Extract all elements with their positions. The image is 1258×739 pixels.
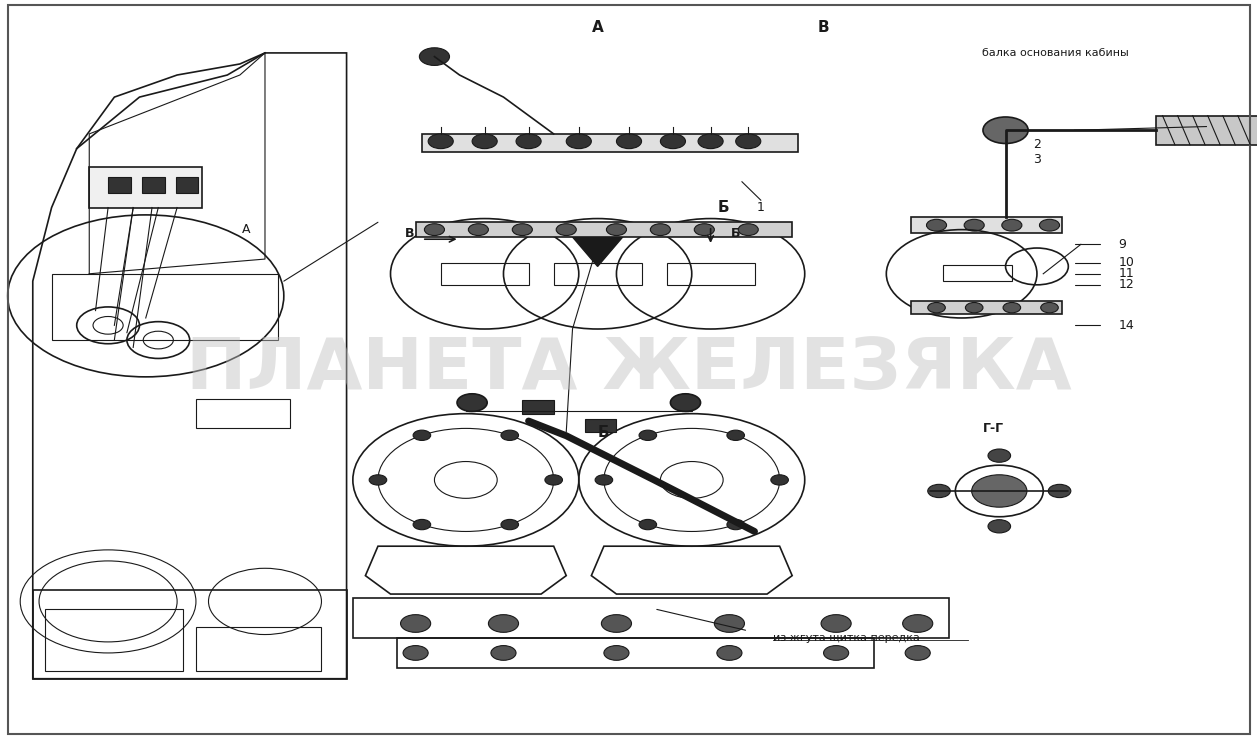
Circle shape bbox=[1001, 219, 1021, 231]
Text: Б: Б bbox=[717, 200, 728, 215]
Bar bbox=[33, 590, 346, 678]
Circle shape bbox=[491, 646, 516, 661]
Text: А: А bbox=[591, 20, 604, 35]
Text: 1: 1 bbox=[757, 201, 765, 214]
Bar bbox=[108, 177, 131, 193]
Bar bbox=[396, 638, 874, 667]
Bar bbox=[89, 167, 203, 208]
Bar bbox=[912, 217, 1062, 234]
Circle shape bbox=[660, 134, 686, 149]
Bar bbox=[522, 401, 554, 414]
Bar bbox=[554, 263, 642, 285]
Text: Г-Г: Г-Г bbox=[982, 422, 1004, 435]
Bar bbox=[52, 273, 278, 340]
Circle shape bbox=[369, 474, 386, 485]
Circle shape bbox=[428, 134, 453, 149]
Circle shape bbox=[604, 646, 629, 661]
Circle shape bbox=[650, 224, 671, 236]
Circle shape bbox=[927, 484, 950, 497]
Circle shape bbox=[424, 224, 444, 236]
Circle shape bbox=[595, 474, 613, 485]
Circle shape bbox=[556, 224, 576, 236]
Circle shape bbox=[501, 520, 518, 530]
Text: 2: 2 bbox=[1033, 138, 1040, 151]
Bar bbox=[196, 627, 322, 671]
Circle shape bbox=[400, 615, 430, 633]
Text: балка основания кабины: балка основания кабины bbox=[982, 48, 1130, 58]
Text: 9: 9 bbox=[1118, 238, 1126, 251]
Bar bbox=[421, 134, 799, 152]
Circle shape bbox=[727, 520, 745, 530]
Bar bbox=[1156, 115, 1258, 145]
Bar bbox=[45, 609, 184, 671]
Bar bbox=[352, 598, 949, 638]
Circle shape bbox=[468, 224, 488, 236]
Circle shape bbox=[715, 615, 745, 633]
Circle shape bbox=[403, 646, 428, 661]
Circle shape bbox=[727, 430, 745, 440]
Circle shape bbox=[988, 520, 1010, 533]
Circle shape bbox=[639, 430, 657, 440]
Bar bbox=[142, 177, 165, 193]
Circle shape bbox=[717, 646, 742, 661]
Text: В: В bbox=[818, 20, 829, 35]
Circle shape bbox=[566, 134, 591, 149]
Circle shape bbox=[616, 134, 642, 149]
Bar bbox=[912, 301, 1062, 314]
Bar bbox=[196, 399, 291, 429]
Circle shape bbox=[512, 224, 532, 236]
Circle shape bbox=[1003, 302, 1020, 313]
Bar bbox=[415, 222, 793, 237]
Circle shape bbox=[988, 449, 1010, 463]
Text: Б: Б bbox=[731, 227, 741, 239]
Circle shape bbox=[736, 134, 761, 149]
Circle shape bbox=[671, 394, 701, 412]
Text: 11: 11 bbox=[1118, 268, 1135, 280]
Text: Б: Б bbox=[598, 425, 610, 440]
Circle shape bbox=[982, 117, 1028, 143]
Circle shape bbox=[1040, 302, 1058, 313]
Circle shape bbox=[1048, 484, 1071, 497]
Circle shape bbox=[488, 615, 518, 633]
Circle shape bbox=[419, 48, 449, 66]
Circle shape bbox=[545, 474, 562, 485]
Circle shape bbox=[639, 520, 657, 530]
Circle shape bbox=[698, 134, 723, 149]
Circle shape bbox=[413, 520, 430, 530]
Circle shape bbox=[413, 430, 430, 440]
Circle shape bbox=[906, 646, 930, 661]
Circle shape bbox=[694, 224, 715, 236]
Bar bbox=[176, 177, 199, 193]
Circle shape bbox=[606, 224, 626, 236]
Text: А: А bbox=[242, 223, 250, 236]
Circle shape bbox=[964, 219, 984, 231]
Circle shape bbox=[821, 615, 852, 633]
Circle shape bbox=[457, 394, 487, 412]
Circle shape bbox=[601, 615, 632, 633]
Circle shape bbox=[501, 430, 518, 440]
Circle shape bbox=[472, 134, 497, 149]
Circle shape bbox=[926, 219, 946, 231]
Circle shape bbox=[738, 224, 759, 236]
Text: В: В bbox=[405, 227, 414, 239]
Circle shape bbox=[1039, 219, 1059, 231]
Text: ПЛАНЕТА ЖЕЛЕЗЯКА: ПЛАНЕТА ЖЕЛЕЗЯКА bbox=[186, 335, 1072, 404]
Text: 10: 10 bbox=[1118, 256, 1135, 269]
Bar bbox=[942, 265, 1011, 281]
Circle shape bbox=[927, 302, 945, 313]
Circle shape bbox=[903, 615, 932, 633]
Text: 12: 12 bbox=[1118, 279, 1135, 291]
Text: 14: 14 bbox=[1118, 319, 1135, 332]
Polygon shape bbox=[566, 230, 629, 267]
Circle shape bbox=[971, 474, 1027, 507]
Text: из жгута щитка передка: из жгута щитка передка bbox=[774, 633, 920, 643]
Circle shape bbox=[771, 474, 789, 485]
Bar bbox=[667, 263, 755, 285]
Bar bbox=[440, 263, 528, 285]
Circle shape bbox=[824, 646, 849, 661]
Circle shape bbox=[965, 302, 982, 313]
Circle shape bbox=[516, 134, 541, 149]
Text: 3: 3 bbox=[1033, 153, 1040, 166]
Bar bbox=[585, 419, 616, 432]
